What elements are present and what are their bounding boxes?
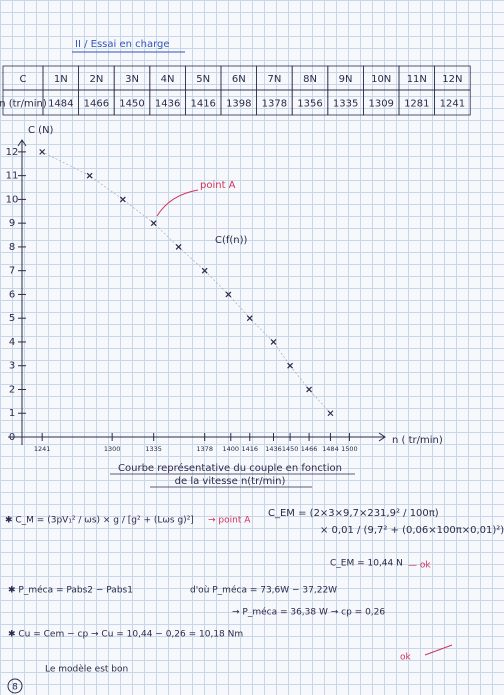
check-stroke [425, 645, 452, 655]
data-point [120, 197, 125, 202]
data-point [328, 411, 333, 416]
table-text: 1466 [84, 99, 109, 110]
trend-line [42, 152, 330, 413]
table-text: 1378 [262, 99, 287, 110]
page-number: 8 [12, 683, 18, 693]
y-tick-label: 1 [9, 408, 15, 419]
table-text: 11N [407, 74, 427, 85]
y-tick-label: 9 [9, 218, 15, 229]
table-text: 7N [267, 74, 281, 85]
x-tick-label: 1400 [223, 445, 240, 453]
conclusion: Le modèle est bon [45, 664, 128, 675]
table-text: 9N [339, 74, 353, 85]
data-point [176, 244, 181, 249]
formula: ✱ Cu = Cem − cp → Cu = 10,44 − 0,26 = 10… [8, 630, 243, 640]
data-point [247, 316, 252, 321]
point-a-ref: → point A [208, 516, 251, 526]
data-point [226, 292, 231, 297]
formula: C_EM = (2×3×9,7×231,9² / 100π) [268, 508, 439, 519]
x-axis-label: n ( tr/min) [392, 435, 443, 446]
x-tick-label: 1450 [282, 445, 299, 453]
table-text: 5N [196, 74, 210, 85]
table-text: 1416 [190, 99, 215, 110]
table-text: 10N [371, 74, 391, 85]
y-tick-label: 7 [9, 266, 15, 277]
caption: Courbe représentative du couple en fonct… [118, 462, 342, 474]
y-tick-label: 0 [9, 432, 15, 443]
page-drawing: II / Essai en charge C 1N 2N 3N 4N 5N 6N 7N 8N 9N… [0, 0, 504, 695]
table-text: 1N [54, 74, 68, 85]
y-tick-label: 8 [9, 242, 15, 253]
table-text: 1241 [440, 99, 465, 110]
data-point [271, 339, 276, 344]
data-point [288, 363, 293, 368]
result: → P_méca = 36,38 W → cp = 0,26 [232, 607, 385, 618]
table-text: 8N [303, 74, 317, 85]
table-text: 1398 [226, 99, 251, 110]
y-tick-label: 5 [9, 313, 15, 324]
x-tick-label: 1335 [145, 445, 162, 453]
data-point [87, 173, 92, 178]
table-text: 6N [232, 74, 246, 85]
table-text: 4N [161, 74, 175, 85]
table-text: 3N [125, 74, 139, 85]
y-tick-label: 2 [9, 384, 15, 395]
table-text: 12N [442, 74, 462, 85]
x-tick-label: 1378 [196, 445, 213, 453]
data-point [307, 387, 312, 392]
table-text: 2N [89, 74, 103, 85]
notebook-page: II / Essai en charge C 1N 2N 3N 4N 5N 6N 7N 8N 9N… [0, 0, 504, 695]
x-tick-label: 1484 [322, 445, 339, 453]
formula: d'où P_méca = 73,6W − 37,22W [190, 585, 337, 596]
x-tick-label: 1300 [104, 445, 121, 453]
formula: ✱ C_M = (3pV₁² / ωs) × g / [g² + (Lωs g)… [5, 516, 194, 526]
formula: ✱ P_méca = Pabs2 − Pabs1 [8, 585, 133, 596]
formula: × 0,01 / (9,7² + (0,06×100π×0,01)²) [320, 525, 504, 536]
table-text: 1335 [333, 99, 358, 110]
table-text: C [20, 74, 27, 85]
y-tick-label: 3 [9, 361, 15, 372]
table-text: 1450 [119, 99, 144, 110]
annotation: point A [200, 180, 236, 191]
caption: de la vitesse n(tr/min) [175, 476, 286, 487]
y-tick-label: 12 [6, 147, 19, 158]
y-tick-label: 6 [9, 289, 15, 300]
table-text: n (tr/min) [0, 99, 47, 110]
table-text: 1281 [404, 99, 429, 110]
table-text: 1436 [155, 99, 180, 110]
check: ok [400, 653, 412, 663]
x-tick-label: 1500 [341, 445, 358, 453]
x-tick-label: 1436 [265, 445, 282, 453]
x-tick-label: 1466 [301, 445, 318, 453]
table-text: 1309 [368, 99, 393, 110]
title: II / Essai en charge [75, 39, 170, 50]
y-tick-label: 10 [6, 194, 19, 205]
table-text: 1484 [48, 99, 73, 110]
annotation: C(f(n)) [215, 235, 248, 246]
check: — ok [408, 561, 431, 571]
x-tick-label: 1416 [241, 445, 258, 453]
annotation-arrow [157, 190, 198, 216]
data-point [202, 268, 207, 273]
result: C_EM = 10,44 N [330, 559, 403, 569]
data-point [40, 149, 45, 154]
y-tick-label: 4 [9, 337, 15, 348]
x-tick-label: 1241 [34, 445, 51, 453]
data-point [151, 221, 156, 226]
table-text: 1356 [297, 99, 322, 110]
y-tick-label: 11 [6, 171, 19, 182]
y-axis-label: C (N) [28, 125, 54, 136]
